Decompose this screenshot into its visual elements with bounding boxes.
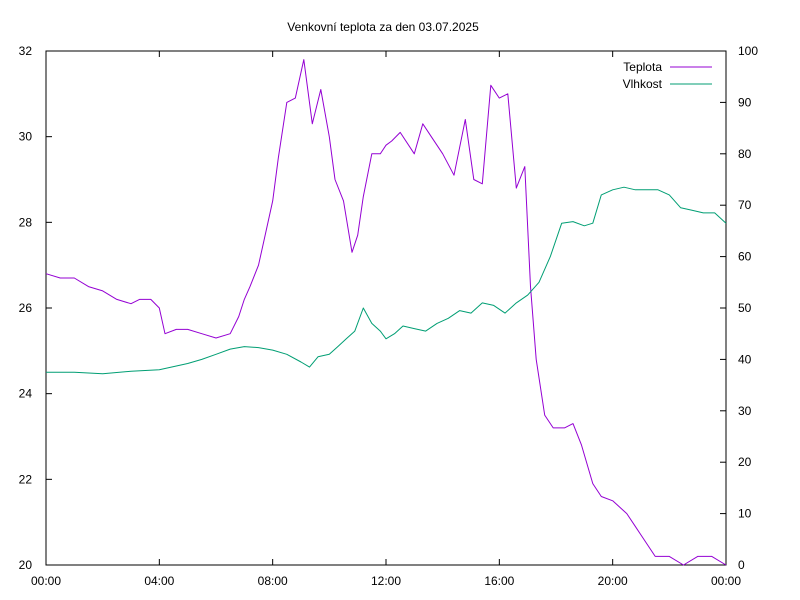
y2-tick-label: 30 xyxy=(738,404,752,418)
legend-label-vlhkost: Vlhkost xyxy=(623,77,663,91)
y2-tick-label: 60 xyxy=(738,250,752,264)
y2-tick-label: 20 xyxy=(738,455,752,469)
y-tick-label: 20 xyxy=(19,558,33,572)
legend: Teplota Vlhkost xyxy=(623,60,712,91)
series-lines xyxy=(45,59,727,566)
chart-title: Venkovní teplota za den 03.07.2025 xyxy=(287,20,479,34)
series-line-vlhkost xyxy=(46,186,727,375)
x-tick-label: 08:00 xyxy=(258,574,288,588)
y-tick-label: 26 xyxy=(19,301,33,315)
axis-ticks: 20 22 24 26 28 30 32 0 10 20 30 40 50 60 70 80 90 100 00:0… xyxy=(19,44,759,588)
y2-tick-label: 90 xyxy=(738,95,752,109)
y-tick-label: 22 xyxy=(19,472,33,486)
y-tick-label: 28 xyxy=(19,215,33,229)
x-tick-label: 16:00 xyxy=(484,574,514,588)
legend-label-teplota: Teplota xyxy=(623,60,662,74)
y2-tick-label: 70 xyxy=(738,198,752,212)
x-tick-label: 20:00 xyxy=(598,574,628,588)
x-tick-label: 00:00 xyxy=(31,574,61,588)
y-tick-label: 32 xyxy=(19,44,33,58)
x-tick-label: 04:00 xyxy=(144,574,174,588)
y2-tick-label: 40 xyxy=(738,352,752,366)
y2-tick-label: 0 xyxy=(738,558,745,572)
x-tick-label: 12:00 xyxy=(371,574,401,588)
x-tick-label: 00:00 xyxy=(711,574,741,588)
y2-tick-label: 10 xyxy=(738,507,752,521)
series-line-teplota xyxy=(45,59,727,566)
y2-tick-label: 50 xyxy=(738,301,752,315)
y-tick-label: 30 xyxy=(19,130,33,144)
y2-tick-label: 80 xyxy=(738,147,752,161)
plot-area-frame xyxy=(45,50,727,566)
y-tick-label: 24 xyxy=(19,387,33,401)
y2-tick-label: 100 xyxy=(738,44,758,58)
